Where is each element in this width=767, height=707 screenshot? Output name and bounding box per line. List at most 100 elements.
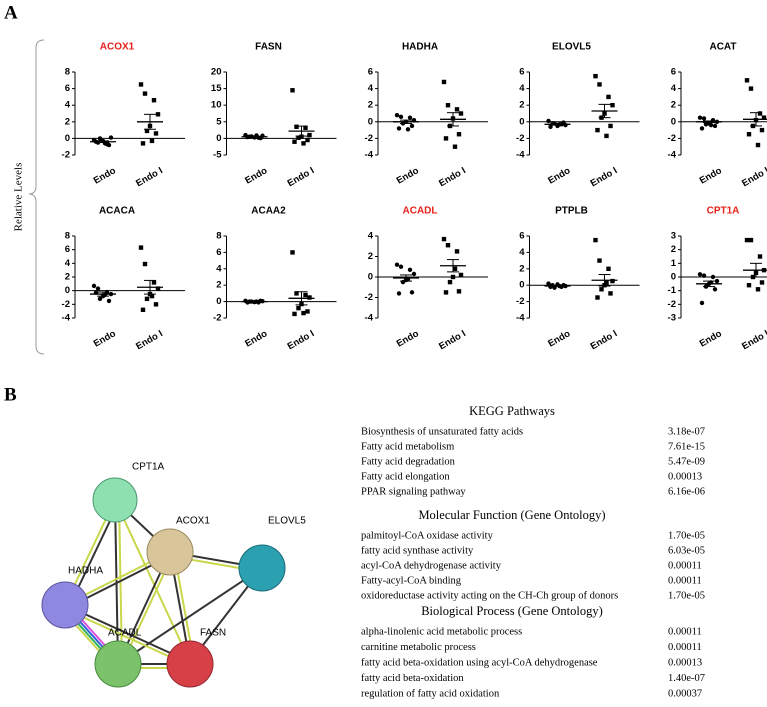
y-tick-label: 0: [216, 133, 221, 144]
table-pvalue: 6.03e-05: [668, 545, 705, 556]
point: [292, 311, 297, 317]
point: [593, 73, 598, 79]
point: [144, 296, 150, 302]
point: [748, 86, 754, 91]
table-pvalue: 1.70e-05: [668, 530, 705, 541]
table-title: KEGG Pathways: [469, 404, 555, 418]
y-tick-label: -2: [668, 133, 676, 144]
y-tick-label: -2: [516, 296, 524, 307]
point: [744, 78, 750, 83]
point: [290, 88, 295, 93]
y-tick-label: 20: [211, 67, 222, 78]
y-tick-label: 8: [216, 231, 221, 242]
y-tick-label: -4: [365, 313, 374, 324]
edges: [64, 499, 263, 673]
y-tick-label: 8: [65, 231, 70, 242]
node[interactable]: [146, 528, 194, 576]
point: [411, 271, 417, 277]
table-pvalue: 6.16e-06: [668, 486, 705, 497]
table-term: PPAR signaling pathway: [361, 486, 466, 497]
point: [755, 287, 761, 292]
point: [458, 272, 464, 278]
x-tick-label: Endo I: [437, 165, 468, 189]
table-pvalue: 0.00013: [668, 471, 702, 482]
node-label: ELOVL5: [268, 516, 306, 527]
point: [398, 264, 404, 269]
node-label: ACADL: [108, 628, 142, 639]
node[interactable]: [94, 640, 142, 688]
point: [299, 134, 304, 139]
node[interactable]: [92, 477, 138, 523]
y-tick-label: 2: [368, 251, 373, 262]
chart-title: HADHA: [402, 42, 438, 53]
table-term: acyl-CoA dehydrogenase activity: [361, 560, 502, 571]
point: [441, 236, 447, 242]
y-tick-label: 4: [519, 247, 525, 258]
point: [296, 135, 301, 140]
point: [149, 138, 155, 144]
point: [699, 300, 705, 306]
point: [454, 107, 460, 112]
point: [546, 118, 551, 124]
y-tick-label: 6: [671, 67, 676, 78]
point: [108, 135, 114, 140]
node[interactable]: [238, 544, 286, 592]
y-tick-label: 0: [519, 116, 524, 127]
point: [296, 305, 301, 311]
node[interactable]: [166, 640, 214, 688]
point: [597, 82, 602, 87]
point: [746, 132, 752, 137]
panel-label: B: [4, 384, 17, 405]
y-tick-label: 0: [65, 285, 70, 296]
point: [294, 124, 299, 129]
x-tick-label: Endo I: [286, 165, 317, 189]
point: [755, 142, 761, 148]
point: [305, 309, 310, 314]
y-tick-label: 15: [211, 83, 222, 94]
x-tick-label: Endo: [92, 328, 118, 349]
y-tick-label: 0: [368, 272, 373, 283]
y-tick-label: 2: [671, 244, 676, 255]
y-tick-label: 2: [671, 100, 676, 111]
point: [142, 91, 148, 96]
point: [595, 127, 600, 133]
y-tick-label: 6: [368, 67, 373, 78]
point: [746, 283, 752, 288]
point: [593, 237, 598, 243]
y-tick-label: -2: [213, 313, 221, 324]
y-tick-label: -2: [365, 133, 373, 144]
chart-title: CPT1A: [707, 206, 740, 217]
x-tick-label: Endo I: [134, 328, 165, 352]
y-tick-label: 1: [671, 258, 677, 269]
y-tick-label: -2: [516, 133, 524, 144]
y-tick-label: 2: [216, 280, 221, 291]
table-term: Fatty acid degradation: [361, 456, 456, 467]
point: [409, 290, 415, 295]
y-tick-label: -3: [668, 313, 676, 324]
x-tick-label: Endo I: [134, 165, 165, 189]
x-tick-label: Endo I: [589, 165, 620, 189]
table-pvalue: 0.00011: [668, 560, 702, 571]
point: [701, 116, 707, 121]
x-tick-label: Endo: [698, 165, 724, 186]
table-pvalue: 0.00011: [668, 642, 702, 653]
table-pvalue: 1.40e-07: [668, 673, 705, 684]
chart-title: ACADL: [403, 206, 438, 217]
point: [703, 122, 709, 127]
node[interactable]: [41, 581, 89, 629]
point: [761, 115, 767, 120]
y-tick-label: -4: [668, 150, 677, 161]
table-term: oxidoreductase activity acting on the CH…: [361, 590, 618, 601]
point: [456, 289, 462, 294]
point: [407, 267, 413, 273]
point: [303, 292, 308, 298]
y-tick-label: 8: [65, 67, 70, 78]
point: [606, 94, 611, 100]
table-term: Fatty acid metabolism: [361, 441, 454, 452]
point: [546, 281, 551, 286]
x-tick-label: Endo: [243, 165, 269, 186]
point: [396, 126, 402, 131]
y-axis-label: Relative Levels: [13, 163, 25, 232]
y-tick-label: -2: [62, 150, 70, 161]
